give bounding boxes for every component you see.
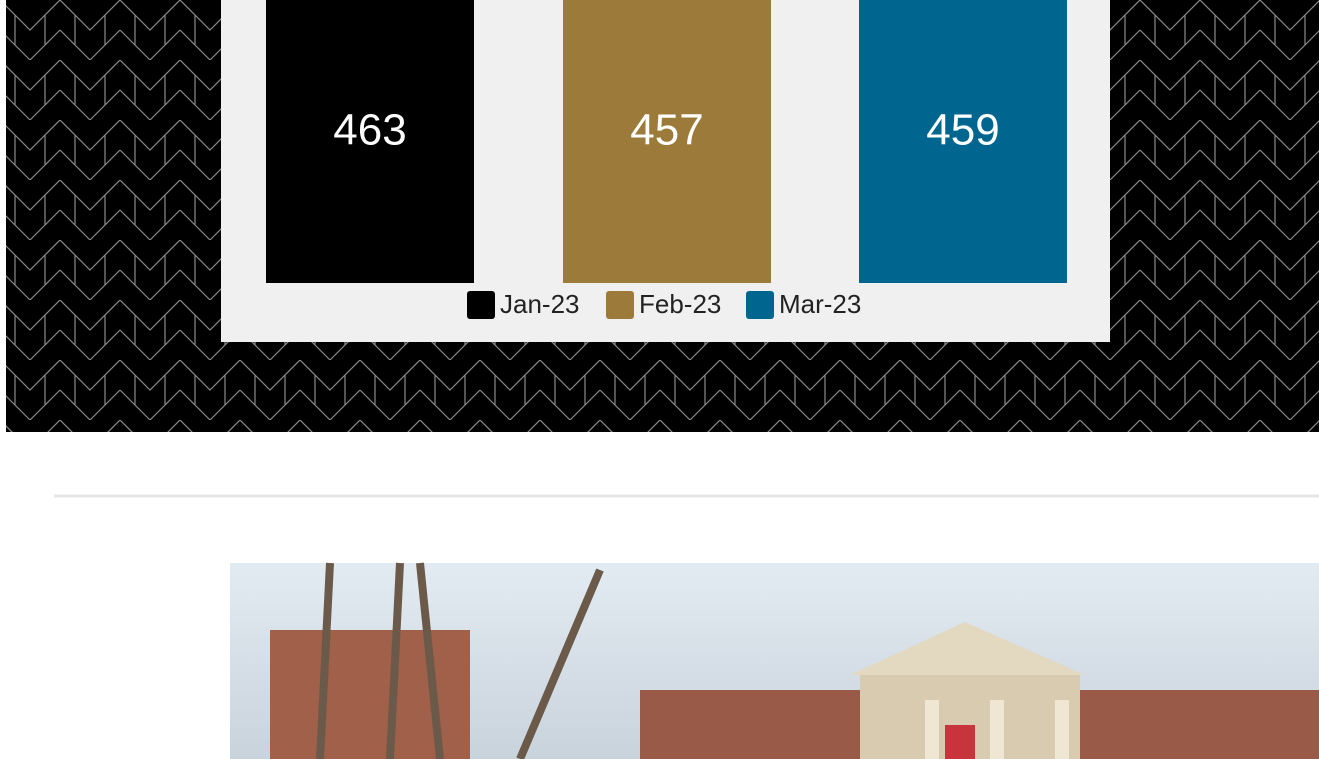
photo [230,563,1319,759]
page: 463457459 Jan-23Feb-23Mar-23 (() => { co… [0,0,1319,759]
legend-swatch [746,291,774,319]
legend-label: Jan-23 [500,289,580,319]
data-label: 457 [630,106,703,155]
chart: 463 457 459 [266,0,1067,283]
screen: 463 457 459 Jan-23 Feb-23 Mar-23 [0,0,1319,759]
legend: Jan-23 Feb-23 Mar-23 [467,289,861,319]
legend-swatch [467,291,495,319]
legend-label: Feb-23 [639,289,721,319]
legend-label: Mar-23 [779,289,861,319]
data-label: 463 [333,106,406,155]
data-label: 459 [926,106,999,155]
legend-swatch [606,291,634,319]
